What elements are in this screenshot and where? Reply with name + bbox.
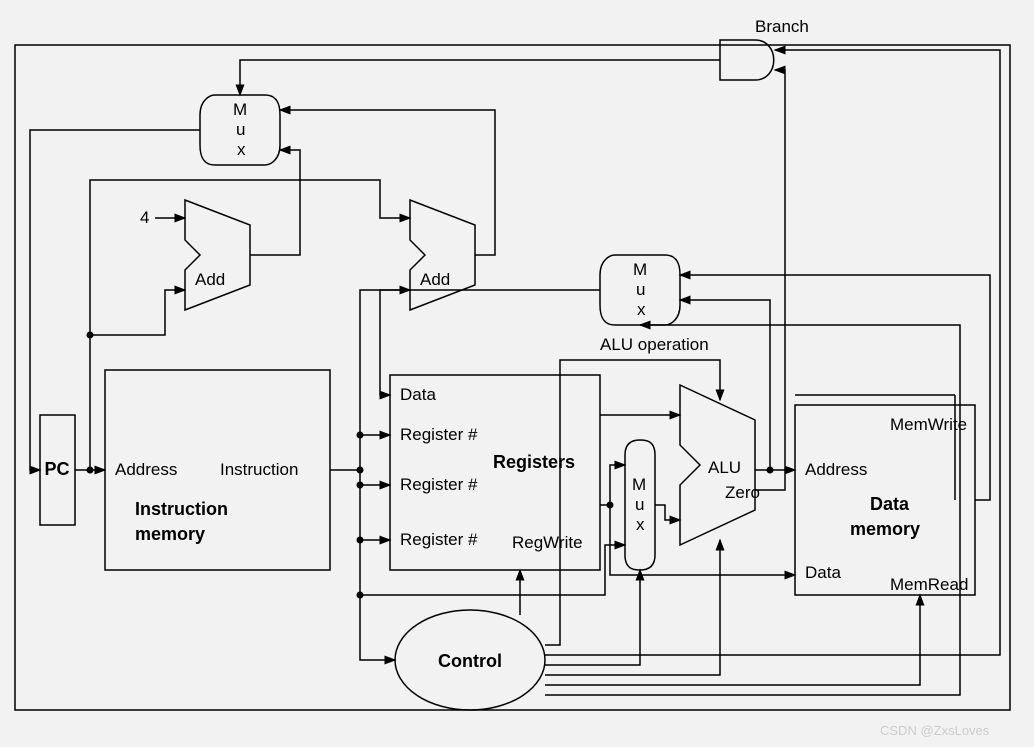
wire-inst-reg3 bbox=[360, 485, 390, 540]
pc-label: PC bbox=[44, 459, 69, 479]
wire-rd2-mux3a bbox=[600, 465, 625, 505]
wire-inst-reg1 bbox=[360, 435, 390, 470]
wire-ctrl-memwrite bbox=[545, 600, 960, 695]
dm-label-2: memory bbox=[850, 519, 920, 539]
reg2-label: Register # bbox=[400, 475, 478, 494]
dm-address-label: Address bbox=[805, 460, 867, 479]
mux2-x: x bbox=[637, 300, 646, 319]
wire-mux3-alu bbox=[655, 505, 680, 520]
mux2-u: u bbox=[636, 280, 645, 299]
reg3-label: Register # bbox=[400, 530, 478, 549]
mux1-x: x bbox=[237, 140, 246, 159]
reg-data-label: Data bbox=[400, 385, 436, 404]
wire-inst-add2b bbox=[360, 290, 410, 435]
im-label-1: Instruction bbox=[135, 499, 228, 519]
im-address-label: Address bbox=[115, 460, 177, 479]
and-gate bbox=[720, 40, 774, 80]
add1-label: Add bbox=[195, 270, 225, 289]
zero-label: Zero bbox=[725, 483, 760, 502]
outer-border bbox=[15, 45, 1010, 710]
mux1-m: M bbox=[233, 100, 247, 119]
four-label: 4 bbox=[140, 208, 149, 227]
adder-2 bbox=[410, 200, 475, 310]
mux3-x: x bbox=[636, 515, 645, 534]
reg1-label: Register # bbox=[400, 425, 478, 444]
branch-label: Branch bbox=[755, 17, 809, 36]
control-label: Control bbox=[438, 651, 502, 671]
wire-inst-reg2 bbox=[360, 470, 390, 485]
mux1-u: u bbox=[236, 120, 245, 139]
dm-label-1: Data bbox=[870, 494, 910, 514]
wire-mux2-regdata bbox=[380, 290, 600, 395]
adder-1 bbox=[185, 200, 250, 310]
alu-operation-label: ALU operation bbox=[600, 335, 709, 354]
add2-label: Add bbox=[420, 270, 450, 289]
mux3-u: u bbox=[635, 495, 644, 514]
mux3-m: M bbox=[632, 475, 646, 494]
watermark: CSDN @ZxsLoves bbox=[880, 723, 990, 738]
cpu-datapath-diagram: PC Address Instruction Instruction memor… bbox=[0, 0, 1034, 747]
im-label-2: memory bbox=[135, 524, 205, 544]
wire-ctrl-mux2sel bbox=[640, 325, 960, 600]
dm-data-label: Data bbox=[805, 563, 841, 582]
mux2-m: M bbox=[633, 260, 647, 279]
alu-label: ALU bbox=[708, 458, 741, 477]
memread-label: MemRead bbox=[890, 575, 968, 594]
im-instruction-label: Instruction bbox=[220, 460, 298, 479]
wire-and-mux1sel bbox=[240, 60, 720, 95]
wire-add2-mux1 bbox=[280, 110, 495, 255]
regwrite-label: RegWrite bbox=[512, 533, 583, 552]
registers-label: Registers bbox=[493, 452, 575, 472]
wire-ctrl-memread bbox=[545, 595, 920, 685]
wire-mux1-pc bbox=[30, 130, 200, 470]
wire-ctrl-aluop2 bbox=[545, 360, 720, 645]
